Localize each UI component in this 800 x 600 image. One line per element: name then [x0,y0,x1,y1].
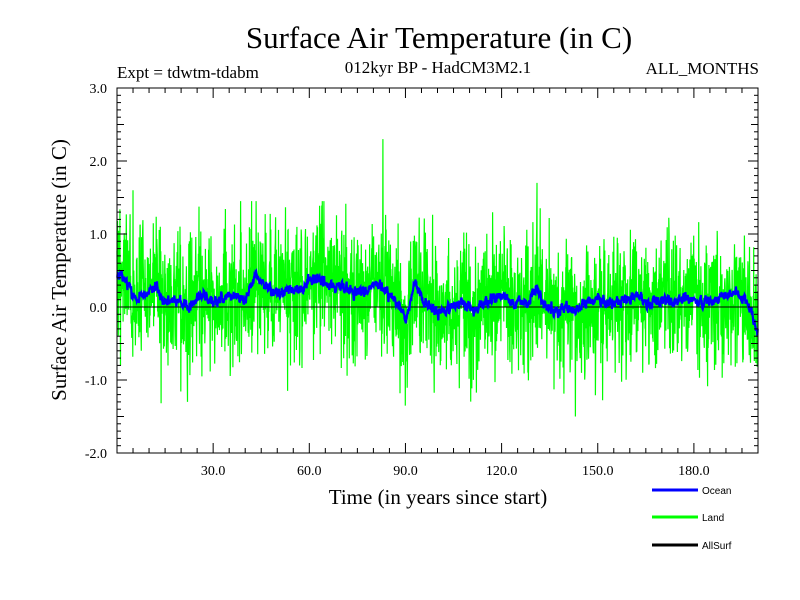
legend-label-allsurf: AllSurf [702,541,732,552]
legend-label-land: Land [702,513,724,524]
legend-label-ocean: Ocean [702,486,731,497]
legend: Ocean Land AllSurf [652,486,732,552]
series-line-ocean [116,267,759,338]
x-tick-label: 180.0 [678,464,710,479]
axes: 30.0 60.0 90.0 120.0 150.0 180.0 -2.0 -1.0 0.0 1.… [85,82,759,479]
y-tick-label: -1.0 [85,374,107,389]
chart-season: ALL_MONTHS [646,59,759,78]
x-tick-label: 30.0 [201,464,226,479]
chart-experiment: Expt = tdwtm-tdabm [117,63,259,82]
y-axis-label: Surface Air Temperature (in C) [47,139,71,401]
x-tick-label: 120.0 [486,464,518,479]
series-line-land [116,139,759,417]
x-axis-label: Time (in years since start) [329,485,548,509]
chart-title: Surface Air Temperature (in C) [246,20,632,55]
plot-frame [116,87,759,454]
x-tick-label: 90.0 [393,464,418,479]
y-tick-label: 1.0 [90,228,108,243]
y-tick-label: -2.0 [85,447,107,462]
x-tick-label: 60.0 [297,464,322,479]
y-tick-label: 2.0 [90,155,108,170]
y-tick-label: 0.0 [90,301,108,316]
chart-subtitle: 012kyr BP - HadCM3M2.1 [345,58,531,77]
x-tick-label: 150.0 [582,464,614,479]
y-tick-label: 3.0 [90,82,108,97]
plot-area [116,139,759,417]
